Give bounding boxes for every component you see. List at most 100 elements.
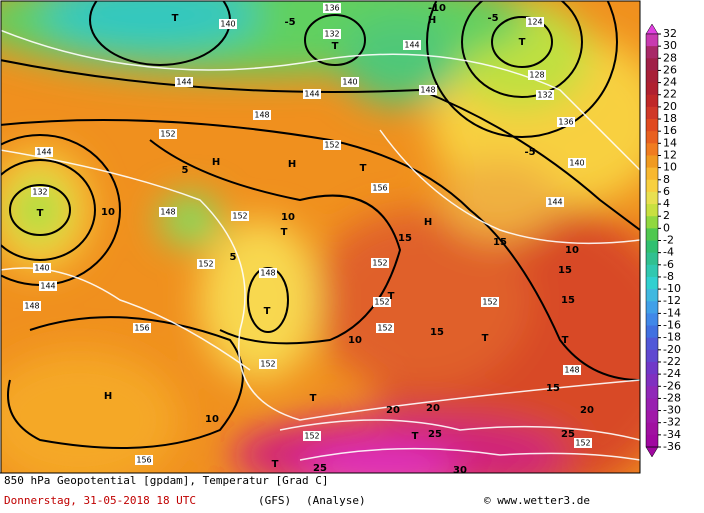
legend-swatch [646,337,658,351]
legend-swatch [646,143,658,156]
isobar-label: 148 [420,86,435,95]
isobar-label: 144 [404,41,419,50]
legend-label: 22 [663,88,677,101]
isobar-label: 148 [260,269,275,278]
isobar-label: 152 [372,259,387,268]
isobar-label-bg [528,70,546,80]
legend-label: 26 [663,63,677,76]
legend-label: -18 [663,331,681,344]
legend-label: 30 [663,39,677,52]
map-label: T [281,227,288,238]
map-label: T [264,306,271,317]
isobar-label-bg [135,455,153,465]
map-label: T [360,163,367,174]
legend-label: 16 [663,124,677,137]
legend-swatch [646,264,658,278]
isobar-label-bg [323,29,341,39]
isobar-label-bg [323,140,341,150]
map-label: 25 [428,429,442,440]
map-label: 10 [205,414,219,425]
legend-label: 18 [663,112,677,125]
legend-swatch [646,106,658,120]
map-label: T [272,459,279,470]
isobar-label-bg [574,438,592,448]
map-label: -10 [428,3,446,14]
legend-swatch [646,228,658,241]
legend-swatch [646,191,658,205]
isobar-label-bg [133,323,151,333]
isobar-label: 148 [564,366,579,375]
map-label: 15 [546,383,560,394]
legend-swatch [646,46,658,59]
isobar-label: 152 [575,439,590,448]
map-label: T [482,333,489,344]
isobar-label: 152 [482,298,497,307]
footer-mode: (Analyse) [306,494,366,507]
isobar-label: 152 [232,212,247,221]
legend-label: 24 [663,76,677,89]
isobar-label: 152 [260,360,275,369]
map-label: 30 [453,465,467,476]
legend-label: 10 [663,161,677,174]
isobar-label-bg [371,258,389,268]
isobar-label-bg [403,40,421,50]
map-label: 20 [426,403,440,414]
legend-label: -6 [663,258,674,271]
isobar-label: 132 [537,91,552,100]
isobar-label-bg [563,365,581,375]
isobar-label-bg [159,129,177,139]
legend-swatch [646,398,658,412]
isobar-label: 156 [372,184,387,193]
legend-swatch [646,374,658,387]
legend-label: -36 [663,440,681,453]
legend-swatch [646,410,658,424]
legend-swatch [646,422,658,436]
map-label: -5 [487,13,498,24]
isobar-label-bg [197,259,215,269]
map-label: 5 [182,165,189,176]
map-label: 20 [580,405,594,416]
isobar-label-bg [259,359,277,369]
isobar-label-bg [253,110,271,120]
map-label: -5 [524,147,535,158]
isobar-label: 148 [254,111,269,120]
map-label: 20 [386,405,400,416]
isobar-label-bg [481,297,499,307]
legend-label: -2 [663,234,674,247]
isobar-label-bg [39,281,57,291]
isobar-label: 152 [160,130,175,139]
legend-swatch [646,131,658,144]
map-label: T [519,37,526,48]
isobar-label-bg [323,3,341,13]
legend-swatch [646,167,658,181]
isobar-label: 140 [220,20,235,29]
isobar-label: 152 [198,260,213,269]
isobar-label: 152 [377,324,392,333]
isobar-label: 152 [374,298,389,307]
isobar-label-bg [33,263,51,273]
isobar-label-bg [175,77,193,87]
isobar-label-bg [526,17,544,27]
isobar-label: 152 [304,432,319,441]
map-label: 10 [281,212,295,223]
map-label: 25 [561,429,575,440]
map-label: H [428,15,436,26]
map-label: 25 [313,463,327,474]
legend-label: 2 [663,209,670,222]
legend-label: -4 [663,246,674,259]
legend-arrow-bottom [645,446,659,458]
legend-label: 32 [663,27,677,40]
isobar-label: 144 [36,148,51,157]
map-label: H [424,217,432,228]
isobar-label-bg [373,297,391,307]
isobar-label: 144 [304,90,319,99]
legend-label: 28 [663,51,677,64]
isobar-label: 148 [160,208,175,217]
isobar-label-bg [231,211,249,221]
legend-swatch [646,204,658,217]
map-label: T [172,13,179,24]
isobar-label-bg [371,183,389,193]
legend-swatch [646,349,658,363]
legend-label: -12 [663,294,681,307]
legend-swatch [646,155,658,169]
